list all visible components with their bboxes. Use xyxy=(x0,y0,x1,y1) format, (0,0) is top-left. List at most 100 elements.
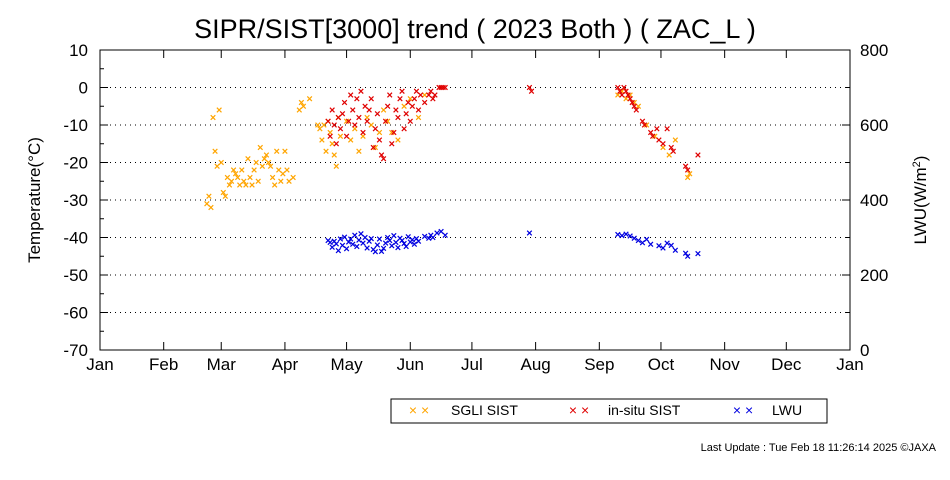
data-point xyxy=(643,236,650,243)
data-point xyxy=(405,234,411,240)
data-point xyxy=(269,174,276,181)
x-tick-label: Jan xyxy=(86,355,113,374)
data-point xyxy=(421,99,428,106)
data-point xyxy=(384,234,391,241)
y-tick-label: -20 xyxy=(63,154,88,173)
x-tick-label: Feb xyxy=(149,355,178,374)
x-tick-label: Sep xyxy=(584,355,614,374)
y-tick-label: -50 xyxy=(63,266,88,285)
data-point xyxy=(341,234,348,240)
last-update-text: Last Update : Tue Feb 18 11:26:14 2025 ©… xyxy=(701,442,937,454)
data-point xyxy=(656,243,662,249)
data-point xyxy=(245,156,251,162)
data-point xyxy=(670,148,677,154)
y2-axis-label-main: LWU(W/m xyxy=(911,167,930,244)
data-point xyxy=(430,234,436,241)
data-point xyxy=(337,126,344,132)
data-point xyxy=(403,243,409,250)
data-point xyxy=(672,137,679,143)
series-lwu xyxy=(325,228,701,259)
data-point xyxy=(249,182,255,188)
data-point xyxy=(234,174,241,181)
data-point xyxy=(286,178,292,184)
data-point xyxy=(391,232,397,239)
data-point xyxy=(403,111,409,117)
data-point xyxy=(337,236,344,242)
data-point xyxy=(331,152,337,158)
data-point xyxy=(389,141,395,147)
data-point xyxy=(438,228,444,235)
data-point xyxy=(647,241,654,247)
data-point xyxy=(352,232,358,238)
data-point xyxy=(343,246,350,252)
data-point xyxy=(356,237,362,243)
data-point xyxy=(376,129,383,136)
y-axis-label: Temperature(°C) xyxy=(25,137,44,263)
data-point xyxy=(347,92,354,98)
data-point xyxy=(411,241,418,247)
data-point xyxy=(356,114,362,121)
data-point xyxy=(230,167,237,173)
data-point xyxy=(273,148,280,154)
data-point xyxy=(280,171,286,177)
data-point xyxy=(243,182,249,188)
data-point xyxy=(426,92,432,98)
data-point xyxy=(315,122,321,128)
series-in-situ-sist xyxy=(325,84,701,173)
y-tick-label: -10 xyxy=(63,116,88,135)
y2-axis-label-sup: 2 xyxy=(911,161,923,167)
data-point xyxy=(329,141,335,147)
data-point xyxy=(222,193,229,199)
data-point xyxy=(356,148,362,154)
data-point xyxy=(401,126,407,132)
data-point xyxy=(327,133,333,139)
data-point xyxy=(216,107,222,113)
data-point xyxy=(214,163,220,169)
data-point xyxy=(442,84,448,91)
data-point xyxy=(615,84,621,91)
data-point xyxy=(362,103,368,109)
data-point xyxy=(370,144,377,151)
legend-box xyxy=(390,398,828,424)
data-point xyxy=(290,174,296,181)
y-tick-label: 10 xyxy=(69,41,88,60)
data-point xyxy=(415,107,422,113)
y2-axis-label: LWU(W/m2) xyxy=(911,156,930,245)
data-point xyxy=(271,182,278,188)
data-point xyxy=(218,159,224,166)
data-point xyxy=(413,88,420,94)
data-point xyxy=(615,231,621,238)
data-point xyxy=(360,129,366,136)
data-point xyxy=(666,152,672,158)
data-point xyxy=(633,107,640,113)
data-point xyxy=(415,114,422,121)
y-tick-labels: 10 0 -10 -20 -30 -40 -50 -60 -70 xyxy=(63,41,88,360)
y-tick-label: -30 xyxy=(63,191,88,210)
data-point xyxy=(664,240,670,246)
data-point xyxy=(278,178,284,184)
data-point xyxy=(232,171,239,177)
data-point xyxy=(684,167,691,173)
data-point xyxy=(368,235,374,242)
data-point xyxy=(212,148,218,154)
data-point xyxy=(684,253,691,259)
chart-title: SIPR/SIST[3000] trend ( 2023 Both ) ( ZA… xyxy=(194,14,756,44)
data-point xyxy=(251,167,257,173)
data-point xyxy=(325,118,331,124)
data-point xyxy=(668,144,674,151)
legend-marker-sgli: × × xyxy=(409,402,429,418)
y2-tick-label: 0 xyxy=(860,341,869,360)
data-point xyxy=(382,240,389,246)
data-point xyxy=(401,240,407,247)
data-point xyxy=(409,237,416,243)
y-tick-label: -60 xyxy=(63,304,88,323)
data-point xyxy=(660,245,666,251)
y2-tick-labels: 800 600 400 200 0 xyxy=(860,41,888,360)
legend-marker-insitu: × × xyxy=(569,402,589,418)
data-point xyxy=(656,137,662,143)
data-point xyxy=(376,137,383,143)
data-point xyxy=(395,244,401,251)
legend: × × SGLI SIST × × in-situ SIST × × LWU xyxy=(390,398,828,424)
legend-label-sgli: SGLI SIST xyxy=(451,402,518,418)
data-point xyxy=(284,167,290,173)
